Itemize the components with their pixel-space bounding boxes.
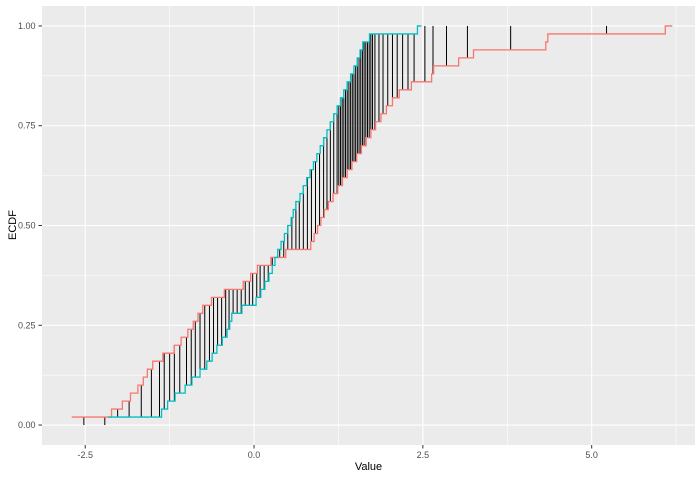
red-ecdf-curve <box>71 25 673 418</box>
x-tick-label: 0.0 <box>248 450 261 460</box>
y-axis-title: ECDF <box>7 210 19 240</box>
y-tick-label: 1.00 <box>18 21 36 31</box>
x-tick-label: 2.5 <box>417 450 430 460</box>
y-tick-label: 0.00 <box>18 420 36 430</box>
x-tick-label: -2.5 <box>77 450 93 460</box>
cyan-ecdf-curve <box>108 25 422 418</box>
x-axis-title: Value <box>354 461 383 473</box>
y-tick-label: 0.25 <box>18 320 36 330</box>
x-tick-label: 5.0 <box>585 450 598 460</box>
y-tick-label: 0.75 <box>18 121 36 131</box>
y-tick-label: 0.50 <box>18 221 36 231</box>
